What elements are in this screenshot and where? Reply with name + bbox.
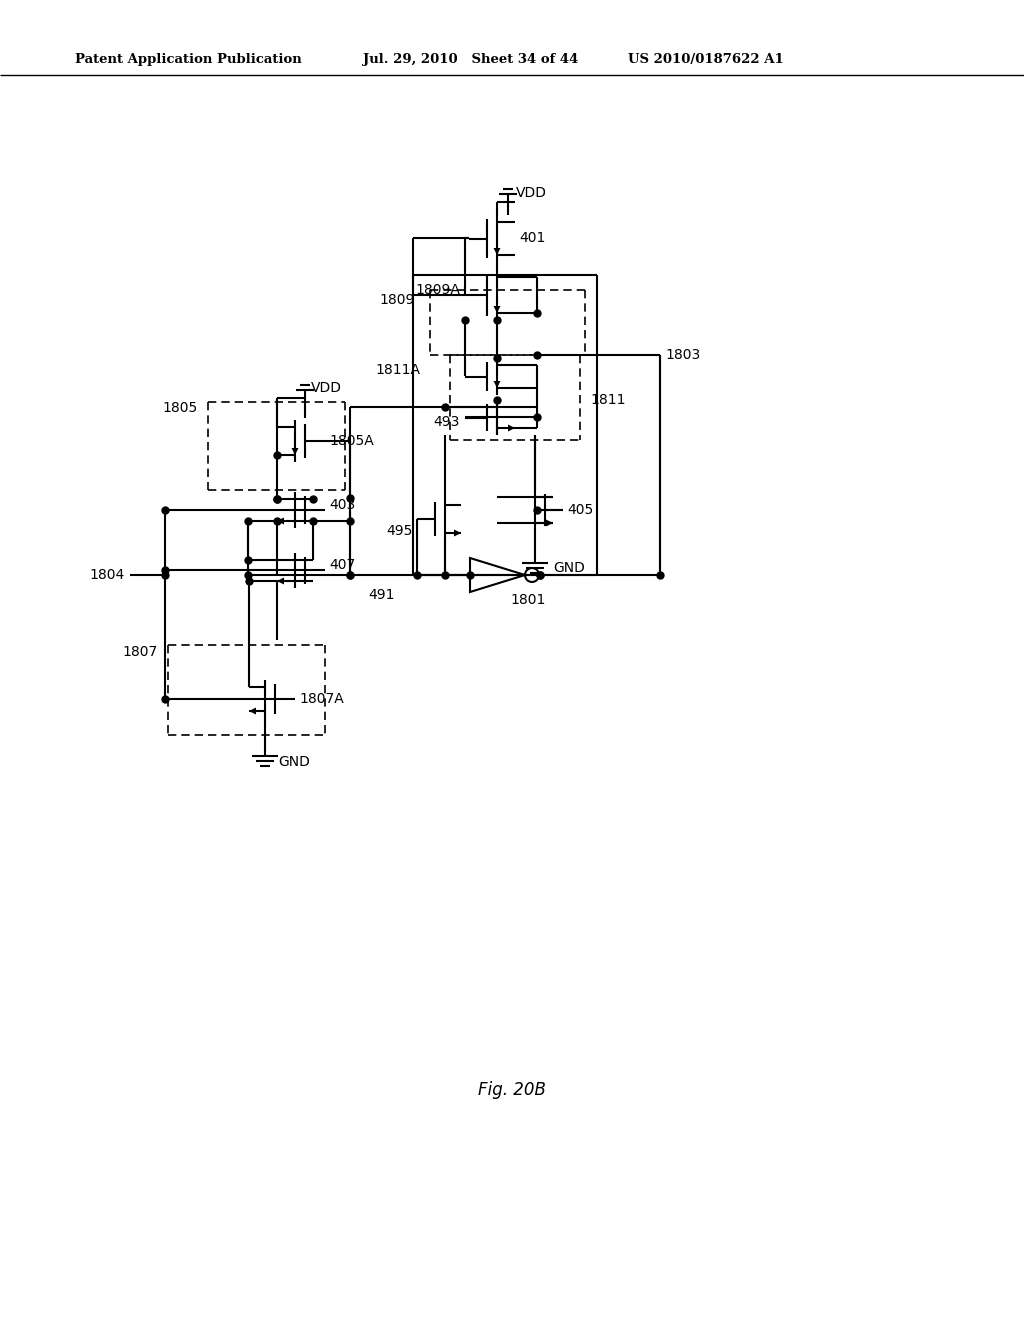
Text: 493: 493 <box>433 414 460 429</box>
Text: VDD: VDD <box>516 186 547 201</box>
Polygon shape <box>278 517 284 524</box>
Text: 1811: 1811 <box>590 393 626 407</box>
Text: GND: GND <box>278 755 310 770</box>
Text: Patent Application Publication: Patent Application Publication <box>75 54 302 66</box>
Text: 405: 405 <box>567 503 593 517</box>
Polygon shape <box>494 248 501 255</box>
Text: 495: 495 <box>387 524 413 539</box>
Text: 491: 491 <box>368 587 394 602</box>
Text: 1805: 1805 <box>163 401 198 414</box>
Text: 1807: 1807 <box>123 645 158 659</box>
Text: 1809: 1809 <box>380 293 415 308</box>
Text: Jul. 29, 2010   Sheet 34 of 44: Jul. 29, 2010 Sheet 34 of 44 <box>362 54 579 66</box>
Polygon shape <box>292 447 299 455</box>
Text: 1805A: 1805A <box>329 434 374 447</box>
Polygon shape <box>508 425 515 432</box>
Text: GND: GND <box>553 561 585 576</box>
Text: 1807A: 1807A <box>299 692 344 706</box>
Text: 401: 401 <box>519 231 546 246</box>
Text: VDD: VDD <box>311 381 342 395</box>
Text: 1804: 1804 <box>90 568 125 582</box>
Text: 407: 407 <box>329 558 355 572</box>
Text: 1801: 1801 <box>510 593 546 607</box>
Polygon shape <box>494 381 501 388</box>
Polygon shape <box>278 578 284 585</box>
Polygon shape <box>494 306 501 313</box>
Text: 1811A: 1811A <box>375 363 420 378</box>
Polygon shape <box>454 529 461 536</box>
Polygon shape <box>546 520 553 527</box>
Text: 1803: 1803 <box>665 348 700 362</box>
Polygon shape <box>249 708 256 714</box>
Text: 403: 403 <box>329 498 355 512</box>
Text: Fig. 20B: Fig. 20B <box>478 1081 546 1100</box>
Text: 1809A: 1809A <box>415 282 460 297</box>
Text: US 2010/0187622 A1: US 2010/0187622 A1 <box>628 54 783 66</box>
